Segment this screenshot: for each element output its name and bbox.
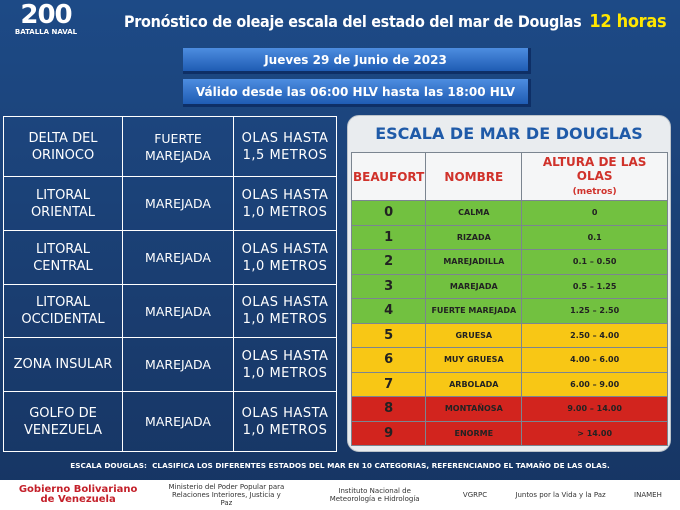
zone-cell: LITORAL OCCIDENTAL bbox=[3, 284, 123, 338]
title-text: Pronóstico de oleaje escala del estado d… bbox=[124, 12, 582, 31]
zone-cell: ZONA INSULAR bbox=[3, 337, 123, 392]
header-cell: NOMBRE bbox=[425, 152, 523, 201]
beaufort-cell: 6 bbox=[350, 347, 427, 373]
scale-row: 4 FUERTE MAREJADA 1.25 – 2.50 bbox=[350, 298, 668, 324]
header-cell: BEAUFORT bbox=[350, 152, 427, 201]
zone-cell: MAREJADA bbox=[122, 176, 234, 231]
header-text: ALTURA DE LAS OLAS bbox=[542, 154, 647, 183]
beaufort-cell: 2 bbox=[350, 249, 427, 275]
header-unit: (metros) bbox=[572, 186, 617, 197]
height-cell: 9.00 – 14.00 bbox=[521, 396, 668, 422]
zone-cell: OLAS HASTA 1,5 METROS bbox=[233, 116, 337, 177]
name-cell: ENORME bbox=[425, 420, 523, 446]
scale-header: BEAUFORT NOMBRE ALTURA DE LAS OLAS (metro… bbox=[350, 152, 668, 201]
zone-cell: FUERTE MAREJADA bbox=[122, 116, 234, 177]
zone-row: ZONA INSULAR MAREJADA OLAS HASTA 1,0 METRO… bbox=[3, 337, 337, 392]
name-cell: FUERTE MAREJADA bbox=[425, 298, 523, 324]
height-cell: 6.00 – 9.00 bbox=[521, 371, 668, 397]
zone-row: DELTA DEL ORINOCO FUERTE MAREJADA OLAS HAS… bbox=[3, 116, 337, 177]
height-cell: 2.50 – 4.00 bbox=[521, 322, 668, 348]
beaufort-cell: 0 bbox=[350, 200, 427, 226]
scale-row: 9 ENORME > 14.00 bbox=[350, 420, 668, 446]
zone-cell: OLAS HASTA 1,0 METROS bbox=[233, 391, 337, 452]
zone-cell: MAREJADA bbox=[122, 391, 234, 452]
height-cell: 0.1 bbox=[521, 224, 668, 250]
logo-strip: Gobierno Bolivariano de Venezuela Ministe… bbox=[0, 480, 680, 510]
zone-cell: MAREJADA bbox=[122, 337, 234, 392]
name-cell: MAREJADILLA bbox=[425, 249, 523, 275]
name-cell: ARBOLADA bbox=[425, 371, 523, 397]
scale-row: 1 RIZADA 0.1 bbox=[350, 224, 668, 250]
beaufort-cell: 4 bbox=[350, 298, 427, 324]
zone-row: LITORAL ORIENTAL MAREJADA OLAS HASTA 1,0 M… bbox=[3, 176, 337, 231]
header-cell: ALTURA DE LAS OLAS (metros) bbox=[521, 152, 668, 201]
partner-logo: Juntos por la Vida y la Paz bbox=[515, 491, 606, 499]
scale-row: 0 CALMA 0 bbox=[350, 200, 668, 226]
height-cell: 4.00 – 6.00 bbox=[521, 347, 668, 373]
height-cell: 0.1 – 0.50 bbox=[521, 249, 668, 275]
logo-text: BATALLA NAVAL bbox=[14, 28, 78, 36]
beaufort-cell: 9 bbox=[350, 420, 427, 446]
name-cell: CALMA bbox=[425, 200, 523, 226]
zone-row: LITORAL OCCIDENTAL MAREJADA OLAS HASTA 1,0… bbox=[3, 284, 337, 338]
scale-row: 8 MONTAÑOSA 9.00 – 14.00 bbox=[350, 396, 668, 422]
beaufort-cell: 8 bbox=[350, 396, 427, 422]
height-cell: > 14.00 bbox=[521, 420, 668, 446]
partner-logo: Gobierno Bolivariano de Venezuela bbox=[18, 484, 138, 505]
zone-cell: OLAS HASTA 1,0 METROS bbox=[233, 284, 337, 338]
zone-cell: OLAS HASTA 1,0 METROS bbox=[233, 337, 337, 392]
partner-logo: Ministerio del Poder Popular para Relaci… bbox=[168, 483, 285, 507]
zone-cell: MAREJADA bbox=[122, 230, 234, 285]
zone-cell: OLAS HASTA 1,0 METROS bbox=[233, 176, 337, 231]
zone-cell: GOLFO DE VENEZUELA bbox=[3, 391, 123, 452]
beaufort-cell: 1 bbox=[350, 224, 427, 250]
zone-cell: LITORAL ORIENTAL bbox=[3, 176, 123, 231]
partner-logo: Instituto Nacional de Meteorología e Hid… bbox=[329, 487, 420, 503]
footer-text: CLASIFICA LOS DIFERENTES ESTADOS DEL MAR… bbox=[152, 461, 610, 470]
partner-logo: VGRPC bbox=[462, 491, 488, 499]
validity-bar: Válido desde las 06:00 HLV hasta las 18:… bbox=[183, 79, 531, 107]
height-cell: 0 bbox=[521, 200, 668, 226]
height-cell: 0.5 – 1.25 bbox=[521, 273, 668, 299]
logo: 200 BATALLA NAVAL bbox=[6, 2, 86, 42]
beaufort-cell: 5 bbox=[350, 322, 427, 348]
zone-row: LITORAL CENTRAL MAREJADA OLAS HASTA 1,0 ME… bbox=[3, 230, 337, 285]
scale-row: 2 MAREJADILLA 0.1 – 0.50 bbox=[350, 249, 668, 275]
scale-row: 7 ARBOLADA 6.00 – 9.00 bbox=[350, 371, 668, 397]
beaufort-cell: 3 bbox=[350, 273, 427, 299]
logo-number: 200 bbox=[20, 0, 72, 30]
scale-row: 3 MAREJADA 0.5 – 1.25 bbox=[350, 273, 668, 299]
zone-cell: MAREJADA bbox=[122, 284, 234, 338]
zones-table: DELTA DEL ORINOCO FUERTE MAREJADA OLAS HAS… bbox=[3, 116, 337, 452]
name-cell: MAREJADA bbox=[425, 273, 523, 299]
partner-logo: INAMEH bbox=[634, 491, 662, 499]
zone-row: GOLFO DE VENEZUELA MAREJADA OLAS HASTA 1,0… bbox=[3, 391, 337, 452]
date-bar: Jueves 29 de Junio de 2023 bbox=[183, 48, 531, 74]
scale-title: ESCALA DE MAR DE DOUGLAS bbox=[375, 124, 643, 143]
title: Pronóstico de oleaje escala del estado d… bbox=[124, 11, 667, 32]
name-cell: RIZADA bbox=[425, 224, 523, 250]
zone-cell: OLAS HASTA 1,0 METROS bbox=[233, 230, 337, 285]
name-cell: GRUESA bbox=[425, 322, 523, 348]
scale-row: 5 GRUESA 2.50 – 4.00 bbox=[350, 322, 668, 348]
footer-note: ESCALA DOUGLAS: CLASIFICA LOS DIFERENTES… bbox=[0, 460, 680, 472]
name-cell: MONTAÑOSA bbox=[425, 396, 523, 422]
title-highlight: 12 horas bbox=[589, 11, 667, 32]
footer-label: ESCALA DOUGLAS: bbox=[70, 461, 147, 470]
scale-table: BEAUFORT NOMBRE ALTURA DE LAS OLAS (metro… bbox=[350, 152, 668, 446]
zone-cell: DELTA DEL ORINOCO bbox=[3, 116, 123, 177]
height-cell: 1.25 – 2.50 bbox=[521, 298, 668, 324]
scale-row: 6 MUY GRUESA 4.00 – 6.00 bbox=[350, 347, 668, 373]
zone-cell: LITORAL CENTRAL bbox=[3, 230, 123, 285]
douglas-scale: ESCALA DE MAR DE DOUGLAS BEAUFORT NOMBRE… bbox=[347, 115, 671, 452]
name-cell: MUY GRUESA bbox=[425, 347, 523, 373]
beaufort-cell: 7 bbox=[350, 371, 427, 397]
